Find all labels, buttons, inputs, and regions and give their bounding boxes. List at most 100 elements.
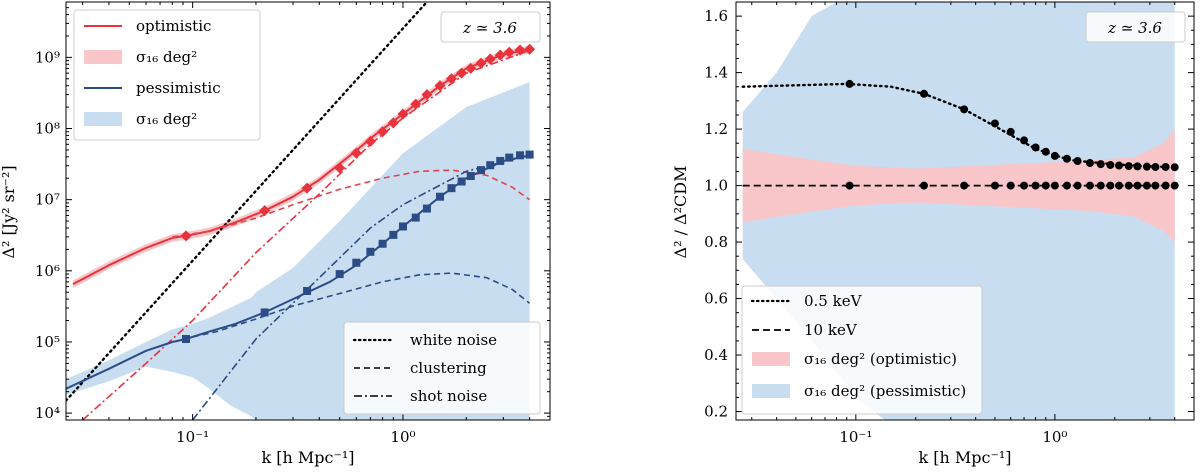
marker-optimistic-14 — [465, 62, 477, 74]
series-0.5-keV-line — [741, 82, 1176, 169]
marker-0.5-keV-12 — [1096, 160, 1105, 169]
right-y-axis-label: Δ² / Δ²CDM — [671, 166, 690, 259]
left-redshift-annotation: z ≃ 3.6 — [462, 19, 517, 37]
marker-10-keV-17 — [1142, 181, 1151, 190]
marker-optimistic-10 — [421, 89, 433, 101]
legend-swatch-pessimistic-band — [752, 384, 790, 398]
right-series-markers — [845, 79, 1179, 190]
legend-label-optimistic-band: σ₁₆ deg² (optimistic) — [804, 350, 957, 368]
legend-label-optimistic-band: σ₁₆ deg² — [136, 48, 197, 66]
marker-optimistic-4 — [350, 147, 362, 159]
left-y-tick-label-3: 10⁷ — [35, 191, 60, 209]
left-y-tick-label-1: 10⁵ — [35, 333, 60, 351]
left-y-axis-label: Δ² [Jy² sr⁻²] — [0, 165, 18, 258]
marker-optimistic-17 — [494, 49, 506, 61]
right-annotation-box: z ≃ 3.6 — [1085, 11, 1186, 43]
right-x-tick-label-1: 10⁰ — [1042, 428, 1067, 446]
marker-optimistic-0 — [180, 230, 192, 242]
right-y-tick-label-1: 0.4 — [704, 346, 728, 364]
marker-pessimistic-6 — [378, 239, 387, 248]
marker-optimistic-12 — [445, 73, 457, 85]
marker-optimistic-18 — [503, 46, 515, 58]
marker-0.5-keV-18 — [1151, 162, 1160, 171]
marker-optimistic-20 — [524, 43, 536, 55]
marker-pessimistic-7 — [389, 230, 398, 239]
marker-0.5-keV-16 — [1133, 162, 1142, 171]
marker-10-keV-2 — [960, 181, 969, 190]
legend-label-optimistic: optimistic — [136, 17, 211, 35]
right-y-tick-label-6: 1.4 — [704, 64, 728, 82]
left-legend-components: white noise clustering shot noise — [343, 321, 541, 415]
left-x-tick-label-1: 10⁰ — [390, 428, 415, 446]
marker-0.5-keV-2 — [960, 105, 969, 114]
marker-0.5-keV-20 — [1170, 163, 1179, 172]
marker-0.5-keV-13 — [1106, 160, 1115, 169]
right-y-tick-label-0: 0.2 — [704, 403, 728, 421]
left-y-tick-label-0: 10⁴ — [35, 404, 60, 422]
marker-optimistic-11 — [434, 80, 446, 92]
marker-0.5-keV-1 — [919, 89, 928, 98]
left-x-tick-label-0: 10⁻¹ — [176, 428, 209, 446]
marker-10-keV-8 — [1050, 181, 1059, 190]
right-y-tick-label-5: 1.2 — [704, 120, 728, 138]
marker-10-keV-20 — [1170, 181, 1179, 190]
marker-pessimistic-5 — [366, 247, 375, 256]
right-y-tick-label-3: 0.8 — [704, 233, 728, 251]
marker-optimistic-3 — [334, 162, 346, 174]
marker-0.5-keV-7 — [1041, 147, 1050, 156]
series-optimistic-clustering-line — [172, 169, 531, 238]
series-pessimistic-shot-noise-line — [191, 154, 530, 420]
marker-10-keV-3 — [990, 181, 999, 190]
marker-optimistic-13 — [456, 67, 468, 79]
marker-pessimistic-4 — [352, 258, 361, 267]
marker-pessimistic-14 — [466, 172, 475, 181]
marker-0.5-keV-17 — [1142, 162, 1151, 171]
left-legend-series: optimistic σ₁₆ deg² pessimistic σ₁₆ deg² — [73, 9, 261, 141]
marker-10-keV-10 — [1073, 181, 1082, 190]
right-y-tick-label-2: 0.6 — [704, 290, 728, 308]
marker-pessimistic-0 — [182, 335, 191, 344]
marker-pessimistic-20 — [525, 150, 534, 159]
marker-0.5-keV-8 — [1050, 151, 1059, 160]
marker-0.5-keV-5 — [1020, 136, 1029, 145]
marker-0.5-keV-0 — [845, 79, 854, 88]
marker-optimistic-16 — [484, 53, 496, 65]
marker-10-keV-4 — [1006, 181, 1015, 190]
marker-10-keV-15 — [1124, 181, 1133, 190]
marker-pessimistic-15 — [477, 166, 486, 175]
marker-0.5-keV-11 — [1085, 158, 1094, 167]
marker-10-keV-11 — [1085, 181, 1094, 190]
marker-10-keV-6 — [1031, 181, 1040, 190]
marker-10-keV-13 — [1106, 181, 1115, 190]
marker-10-keV-7 — [1041, 181, 1050, 190]
left-annotation-box: z ≃ 3.6 — [440, 11, 541, 43]
marker-0.5-keV-14 — [1115, 161, 1124, 170]
marker-pessimistic-3 — [335, 270, 344, 279]
right-redshift-annotation: z ≃ 3.6 — [1107, 19, 1162, 37]
marker-optimistic-7 — [387, 117, 399, 129]
right-y-tick-label-7: 1.6 — [704, 7, 728, 25]
marker-pessimistic-18 — [505, 153, 514, 162]
marker-optimistic-8 — [397, 108, 409, 120]
marker-10-keV-16 — [1133, 181, 1142, 190]
marker-0.5-keV-6 — [1031, 143, 1040, 152]
marker-optimistic-15 — [475, 57, 487, 69]
left-y-tick-label-5: 10⁹ — [35, 48, 60, 66]
right-legend: 0.5 keV 10 keV σ₁₆ deg² (optimistic) σ₁₆… — [741, 285, 983, 415]
marker-pessimistic-10 — [422, 204, 431, 213]
marker-pessimistic-8 — [398, 222, 407, 231]
legend-swatch-optimistic-band — [84, 50, 122, 64]
marker-10-keV-1 — [919, 181, 928, 190]
legend-swatch-pessimistic-band — [84, 112, 122, 126]
marker-0.5-keV-15 — [1124, 162, 1133, 171]
left-ticks: 10⁻¹ 10⁰ 10⁴ 10⁵ 10⁶ 10⁷ 10⁸ 10⁹ — [35, 1, 550, 446]
marker-10-keV-5 — [1020, 181, 1029, 190]
right-panel: 10⁻¹ 10⁰ 0.2 0.4 0.6 0.8 1.0 1.2 1.4 1.6 k [h Mpc… — [671, 1, 1195, 467]
marker-pessimistic-16 — [486, 161, 495, 170]
series-white-noise-line — [66, 2, 429, 402]
right-x-axis-label: k [h Mpc⁻¹] — [918, 448, 1011, 467]
left-y-tick-label-2: 10⁶ — [35, 262, 60, 280]
right-axes-frame — [735, 1, 1195, 421]
legend-label-clustering: clustering — [410, 359, 487, 377]
marker-0.5-keV-4 — [1006, 127, 1015, 136]
